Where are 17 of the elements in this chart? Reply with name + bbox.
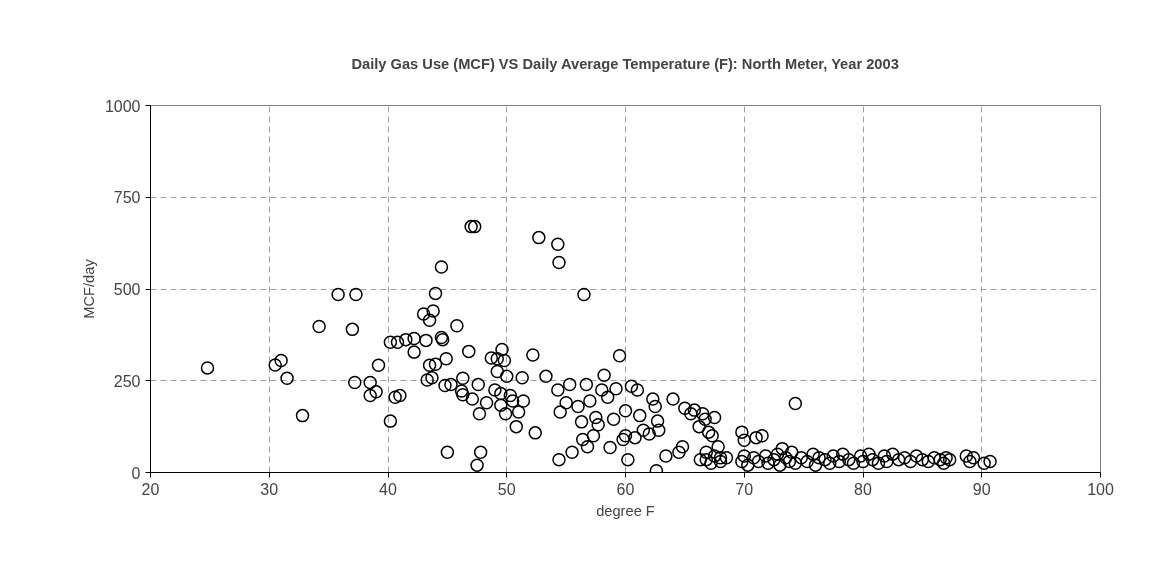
y-tick-label: 750: [113, 189, 141, 207]
x-tick-label: 50: [497, 480, 516, 498]
x-tick-label: 80: [854, 480, 872, 498]
x-tick-label: 40: [379, 480, 397, 498]
x-tick-label: 30: [260, 480, 279, 498]
x-tick-label: 60: [616, 480, 635, 498]
y-tick-label: 500: [113, 281, 141, 298]
x-tick-label: 100: [1087, 480, 1114, 498]
y-axis-title: MCF/day: [80, 258, 97, 319]
x-tick-label: 90: [972, 480, 991, 498]
y-tick-label: 250: [113, 372, 141, 390]
x-tick-label: 70: [735, 480, 754, 498]
x-axis-title: degree F: [596, 502, 655, 519]
x-tick-label: 20: [141, 480, 160, 498]
y-tick-label: 0: [131, 464, 141, 482]
y-tick-label: 1000: [104, 97, 141, 115]
chart-title: Daily Gas Use (MCF) VS Daily Average Temperature (F): North Meter, Year 2003: [351, 55, 899, 72]
